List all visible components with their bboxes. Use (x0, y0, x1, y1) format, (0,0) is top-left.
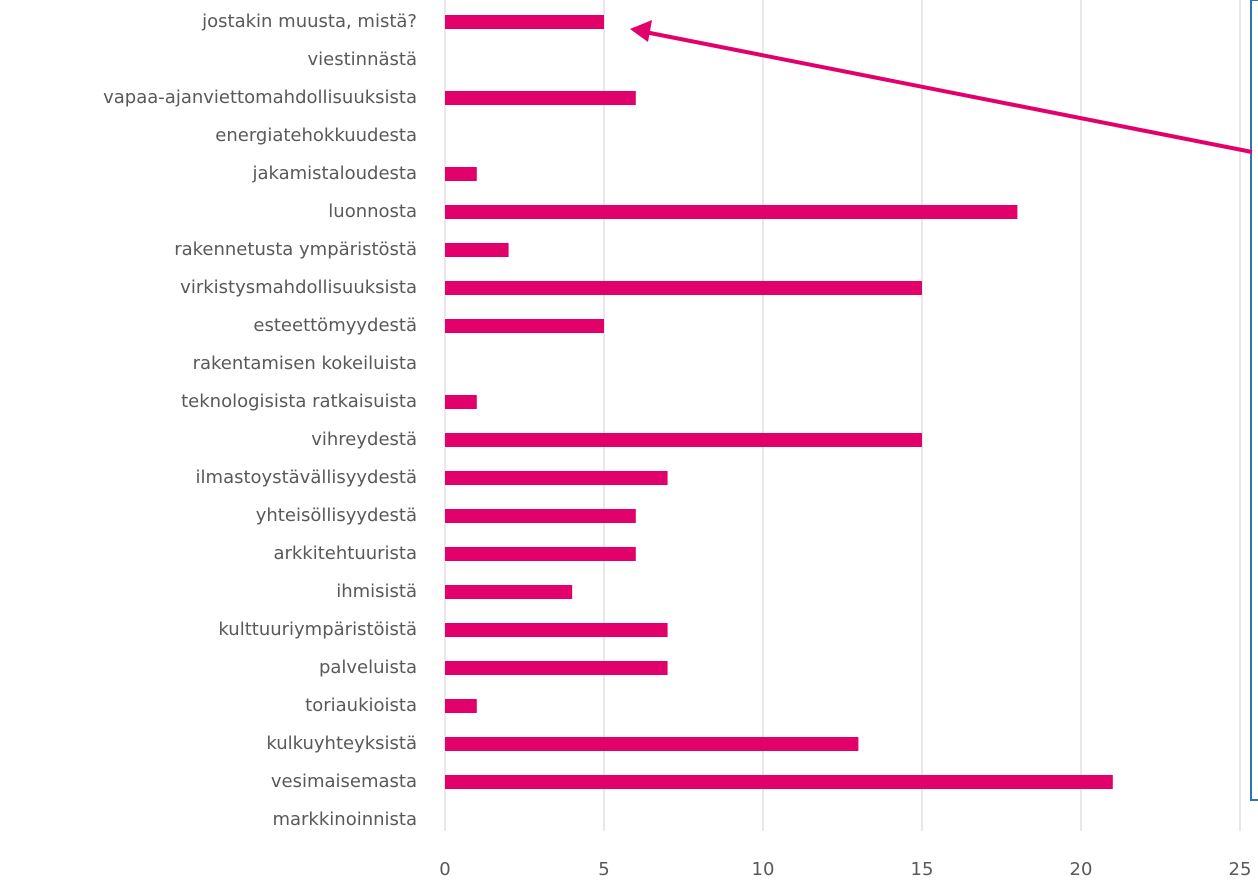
x-tick-label: 5 (598, 859, 609, 880)
y-tick-label: viestinnästä (308, 49, 417, 70)
bar (445, 623, 668, 637)
y-tick-label: teknologisista ratkaisuista (181, 391, 417, 412)
x-tick-label: 25 (1229, 859, 1252, 880)
y-tick-label: arkkitehtuurista (273, 543, 417, 564)
bar (445, 433, 922, 447)
y-tick-label: kulttuuriympäristöistä (218, 619, 417, 640)
x-tick-label: 10 (752, 859, 775, 880)
y-tick-label: luonnosta (328, 201, 417, 222)
bar (445, 775, 1113, 789)
bar (445, 699, 477, 713)
arrow-head (630, 20, 652, 42)
bar (445, 547, 636, 561)
bar (445, 509, 636, 523)
bar (445, 737, 859, 751)
inset-box (1250, 0, 1258, 801)
bar (445, 585, 573, 599)
bar (445, 319, 604, 333)
y-tick-label: jakamistaloudesta (251, 163, 417, 184)
bar (445, 15, 604, 29)
bar (445, 167, 477, 181)
bar (445, 471, 668, 485)
y-tick-label: yhteisöllisyydestä (256, 505, 417, 526)
y-tick-label: ilmastoystävällisyydestä (196, 467, 417, 488)
plot: 0 5 10 15 20 25 jostakin muusta, mistä? viestin… (103, 0, 1251, 880)
y-tick-label: rakennetusta ympäristöstä (174, 239, 417, 260)
y-tick-label: virkistysmahdollisuuksista (180, 277, 417, 298)
y-tick-label: vapaa-ajanviettomahdollisuuksista (103, 87, 417, 108)
x-tick-label: 20 (1070, 859, 1093, 880)
x-tick-label: 15 (911, 859, 934, 880)
y-tick-label: jostakin muusta, mistä? (201, 11, 417, 32)
y-tick-label: energiatehokkuudesta (215, 125, 417, 146)
x-tick-label: 0 (439, 859, 450, 880)
bar (445, 281, 922, 295)
y-tick-label: markkinoinnista (272, 809, 417, 830)
bar (445, 243, 509, 257)
y-tick-label: toriaukioista (305, 695, 417, 716)
y-tick-label: esteettömyydestä (253, 315, 417, 336)
y-tick-label: palveluista (319, 657, 417, 678)
y-tick-label: vesimaisemasta (271, 771, 417, 792)
y-tick-label: vihreydestä (311, 429, 417, 450)
bar (445, 395, 477, 409)
y-tick-label: ihmisistä (336, 581, 417, 602)
y-tick-label: rakentamisen kokeiluista (193, 353, 417, 374)
y-tick-label: kulkuyhteyksistä (266, 733, 417, 754)
bar (445, 91, 636, 105)
arrow-line (644, 30, 1253, 154)
bar (445, 661, 668, 675)
bar (445, 205, 1018, 219)
